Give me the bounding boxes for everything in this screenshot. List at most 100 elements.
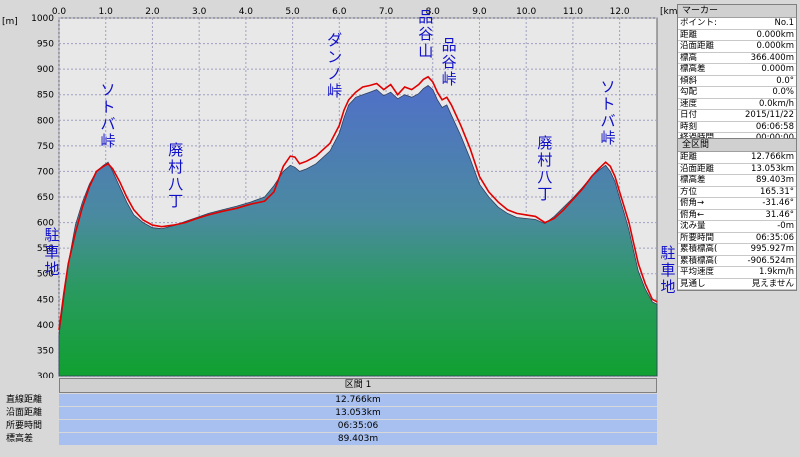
annotation-char: 品 — [442, 36, 457, 54]
x-tick-label: 2.0 — [145, 7, 160, 17]
y-tick-label: 1000 — [31, 14, 54, 24]
panel-row: 沈み量 -0m — [678, 221, 796, 233]
annotation-char: 峠 — [101, 132, 116, 150]
panel-row-value: 06:35:06 — [755, 232, 794, 243]
panel-row: 沿面距離 0.000km — [678, 41, 796, 53]
x-tick-label: 7.0 — [379, 7, 394, 17]
annotation-char: 山 — [418, 42, 433, 60]
panel-row: 標高差 0.000m — [678, 64, 796, 76]
panel-row: 標高差 89.403m — [678, 175, 796, 187]
panel-row-value: 見えません — [751, 278, 794, 289]
panel-row: 所要時間 06:35:06 — [678, 232, 796, 244]
x-tick-label: 9.0 — [472, 7, 487, 17]
panel-row-label: 時刻 — [680, 121, 698, 132]
all-section-panel-title: 全区間 — [678, 139, 796, 152]
x-tick-label: 10.0 — [516, 7, 536, 17]
y-tick-label: 700 — [37, 167, 54, 177]
x-tick-label: 3.0 — [192, 7, 207, 17]
panel-row-label: 速度 — [680, 98, 698, 109]
panel-row-label: 累積標高(-) — [680, 255, 718, 266]
annotation-char: ト — [101, 98, 116, 116]
annotation-char: 八 — [168, 175, 183, 193]
y-tick-label: 850 — [37, 91, 54, 101]
annotation-char: 地 — [660, 278, 675, 296]
annotation-char: 八 — [537, 168, 552, 186]
annotation-char: 品 — [418, 8, 433, 26]
section-stat-row: 直線距離 12.766km — [0, 394, 658, 406]
track-line — [58, 75, 658, 331]
panel-row: 沿面距離 13.053km — [678, 163, 796, 175]
panel-row-value: 995.927m — [750, 244, 794, 254]
y-tick-label: 300 — [37, 372, 54, 378]
panel-row-label: 沿面距離 — [680, 163, 715, 174]
y-tick-label: 900 — [37, 65, 54, 75]
panel-row: 日付 2015/11/22 — [678, 110, 796, 122]
y-tick-label: 950 — [37, 40, 54, 50]
panel-row-value: 0.0% — [772, 87, 794, 97]
section-stat-label: 直線距離 — [6, 395, 43, 405]
annotation-char: 峠 — [600, 129, 615, 147]
panel-row-value: 0.000km — [756, 29, 794, 40]
x-tick-label: 5.0 — [285, 7, 300, 17]
panel-row-label: 勾配 — [680, 87, 698, 97]
annotation-char: 村 — [168, 158, 183, 176]
annotation-char: 車 — [660, 261, 675, 279]
annotation-char: バ — [101, 115, 116, 133]
track-polyline — [58, 75, 658, 331]
annotation-char: 駐 — [44, 226, 59, 244]
y-tick-label: 800 — [37, 116, 54, 126]
elevation-profile-chart: 0.0 1.0 2.0 3.0 4.0 5.0 6.0 7.0 8.0 9.0 10.0 11.0 12… — [2, 7, 681, 378]
annotation-char: 村 — [537, 151, 552, 169]
panel-row-value: 12.766km — [751, 152, 794, 162]
panel-row-value: 165.31° — [760, 186, 794, 197]
annotation-char: 谷 — [418, 25, 433, 43]
section-header[interactable]: 区間 1 — [59, 378, 657, 393]
section-stat-label: 所要時間 — [6, 421, 43, 431]
panel-row-value: No.1 — [774, 18, 794, 28]
marker-panel: マーカー ポイント: No.1 距離 0.000km 沿面距離 0.000km 標高 366.… — [677, 4, 797, 146]
panel-row-label: 所要時間 — [680, 232, 715, 243]
panel-row-value: -31.46° — [762, 198, 794, 208]
panel-row: 見通し 見えません — [678, 278, 796, 290]
annotation-char: ダ — [327, 31, 342, 49]
y-tick-label: 450 — [37, 295, 54, 305]
annotation-char: 地 — [44, 260, 59, 278]
all-section-panel: 全区間 距離 12.766km 沿面距離 13.053km 標高差 89.403m 方位 16… — [677, 138, 797, 291]
panel-row-label: 距離 — [680, 29, 698, 40]
panel-row-value: 13.053km — [751, 163, 794, 174]
panel-row-value: 366.400m — [750, 52, 794, 63]
panel-row: 累積標高(+) 995.927m — [678, 244, 796, 256]
x-tick-label: 4.0 — [239, 7, 254, 17]
annotation-char: 車 — [44, 243, 59, 261]
x-tick-label: 8.0 — [426, 7, 441, 17]
panel-row-value: -906.524m — [747, 255, 795, 266]
section-stat-value: 89.403m — [59, 433, 657, 445]
x-tick-label: 6.0 — [332, 7, 347, 17]
y-tick-label: 550 — [37, 244, 54, 254]
x-axis-ticks: 0.0 1.0 2.0 3.0 4.0 5.0 6.0 7.0 8.0 9.0 10.0 11.0 12… — [52, 7, 630, 17]
panel-row-value: 0.0km/h — [759, 98, 794, 109]
panel-row-label: 標高差 — [680, 175, 706, 185]
annotation-char: ノ — [327, 65, 342, 83]
y-tick-label: 350 — [37, 346, 54, 356]
x-axis-unit: [km] — [660, 7, 681, 17]
panel-row: 速度 0.0km/h — [678, 98, 796, 110]
panel-row: 時刻 06:06:58 — [678, 121, 796, 133]
panel-row-label: 距離 — [680, 152, 698, 162]
panel-row-value: 0.0° — [776, 75, 794, 86]
panel-row-label: 方位 — [680, 186, 698, 197]
panel-row-label: 標高差 — [680, 64, 706, 74]
panel-row: 距離 12.766km — [678, 152, 796, 164]
panel-row-label: 沈み量 — [680, 221, 706, 231]
panel-row-value: 31.46° — [765, 209, 794, 220]
annotation-char: 谷 — [442, 53, 457, 71]
panel-row-value: 06:06:58 — [755, 121, 794, 132]
section-stat-value: 13.053km — [59, 407, 657, 419]
annotation-char: 廃 — [168, 141, 183, 159]
panel-row-label: 日付 — [680, 110, 698, 120]
panel-row-label: 傾斜 — [680, 75, 698, 86]
annotation-char: ソ — [600, 78, 615, 96]
panel-row-label: 平均速度 — [680, 267, 715, 277]
section-stat-value: 12.766km — [59, 394, 657, 406]
